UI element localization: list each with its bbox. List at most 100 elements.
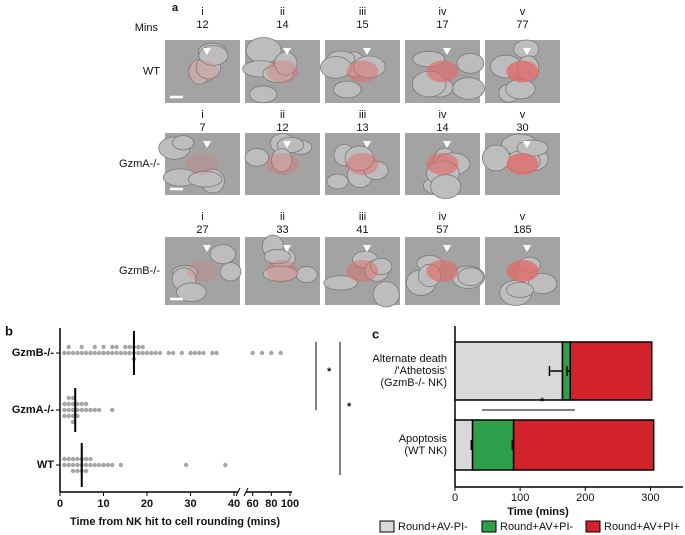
dot — [79, 344, 84, 350]
row-label: GzmB-/- — [119, 265, 160, 277]
cell — [176, 282, 207, 302]
cell — [372, 281, 400, 308]
dot — [70, 456, 76, 462]
dot — [70, 413, 76, 419]
dot — [123, 344, 128, 350]
axis-break — [235, 487, 249, 497]
dot — [79, 401, 84, 407]
legend-label: Round+AV-PI- — [398, 521, 468, 533]
dot — [127, 350, 132, 356]
cell — [326, 173, 349, 190]
time-value: 17 — [436, 19, 448, 31]
column-numeral: ii — [280, 109, 285, 121]
category-label: (WT NK) — [404, 445, 447, 457]
dot — [75, 456, 80, 462]
dot — [88, 407, 93, 413]
time-label: Mins — [135, 22, 159, 34]
stained-cell — [426, 60, 459, 83]
arrowhead — [203, 141, 211, 148]
category-label: (GzmB-/- NK) — [380, 377, 447, 389]
arrowhead — [363, 48, 371, 55]
stained-cell — [506, 260, 539, 282]
column-numeral: v — [520, 109, 526, 121]
cell — [430, 174, 462, 199]
dot — [75, 350, 80, 356]
cell — [188, 170, 223, 188]
dot — [179, 350, 184, 356]
arrowhead — [443, 48, 451, 55]
dot — [197, 350, 202, 356]
dot — [88, 456, 93, 462]
row-label: WT — [143, 65, 160, 77]
dot — [110, 462, 115, 468]
x-axis-label: Time from NK hit to cell rounding (mins) — [70, 516, 280, 528]
dot — [92, 462, 98, 468]
bar-segment — [569, 341, 653, 401]
cell — [456, 52, 485, 74]
dot — [214, 350, 219, 356]
stained-cell — [266, 153, 299, 175]
dot — [140, 350, 145, 356]
dot — [136, 344, 141, 350]
dot — [192, 350, 198, 356]
legend-swatch — [585, 520, 601, 533]
cell — [452, 77, 485, 100]
dot — [70, 350, 76, 356]
column-numeral: iv — [439, 6, 447, 18]
dot — [79, 350, 84, 356]
stained-cell — [186, 153, 219, 175]
time-value: 77 — [516, 19, 528, 31]
dot — [269, 350, 274, 356]
dot — [118, 462, 124, 468]
dot — [75, 413, 80, 419]
dot — [83, 401, 89, 407]
significance-mark: * — [327, 366, 332, 378]
column-numeral: iii — [359, 211, 366, 223]
x-tick-label: 20 — [141, 498, 153, 510]
column-numeral: ii — [280, 6, 285, 18]
dot — [88, 462, 93, 468]
dot — [62, 350, 67, 356]
arrowhead — [443, 141, 451, 148]
dot — [66, 401, 71, 407]
dot — [201, 350, 206, 356]
dot — [105, 462, 111, 468]
cell — [271, 148, 293, 173]
dot — [144, 350, 150, 356]
dot — [83, 462, 89, 468]
column-numeral: iv — [439, 109, 447, 121]
dot — [66, 395, 71, 401]
x-tick-label: 300 — [641, 492, 659, 504]
x-tick-label: 30 — [184, 498, 196, 510]
arrowhead — [363, 141, 371, 148]
cell — [209, 244, 236, 265]
x-tick-label: 0 — [57, 498, 63, 510]
stained-cell — [266, 260, 299, 282]
dot — [118, 350, 124, 356]
stained-cell — [346, 260, 379, 282]
category-label: Alternate death — [372, 353, 447, 365]
time-value: 30 — [516, 122, 528, 134]
dot — [70, 419, 76, 425]
dot — [70, 395, 76, 401]
category-label: GzmA-/- — [12, 404, 55, 416]
bar-segment — [454, 341, 564, 401]
stained-cell — [506, 60, 539, 83]
dot — [83, 456, 89, 462]
time-value: 13 — [356, 122, 368, 134]
stained-cell — [266, 60, 299, 83]
dot — [92, 350, 98, 356]
dot — [83, 468, 89, 474]
arrowhead — [523, 245, 531, 252]
x-tick-label: 80 — [265, 498, 277, 510]
dot — [101, 350, 106, 356]
dot — [259, 350, 265, 356]
x-axis-label: Time (mins) — [507, 506, 569, 518]
stained-cell — [346, 60, 379, 83]
bar-segment — [512, 419, 655, 471]
dot — [110, 344, 115, 350]
dot — [153, 350, 158, 356]
dot — [136, 350, 141, 356]
arrowhead — [443, 245, 451, 252]
significance-mark: * — [540, 396, 545, 408]
